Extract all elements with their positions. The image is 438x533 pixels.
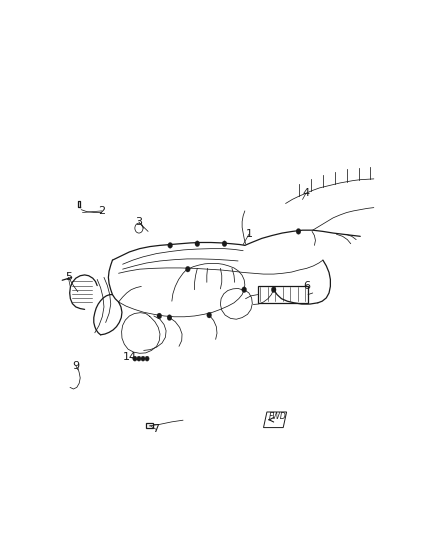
Circle shape <box>137 356 141 361</box>
Text: 6: 6 <box>303 280 310 290</box>
Circle shape <box>222 241 227 247</box>
Circle shape <box>207 312 212 318</box>
Bar <box>146 424 152 429</box>
Text: 7: 7 <box>152 424 159 434</box>
Circle shape <box>145 356 149 361</box>
Text: 14: 14 <box>123 352 137 362</box>
Text: 9: 9 <box>72 361 79 370</box>
Circle shape <box>296 229 301 235</box>
Circle shape <box>157 313 162 319</box>
Circle shape <box>185 266 190 272</box>
Circle shape <box>195 241 200 247</box>
Circle shape <box>141 356 145 361</box>
Circle shape <box>167 314 172 320</box>
Circle shape <box>168 243 173 248</box>
Circle shape <box>271 287 276 293</box>
Text: 1: 1 <box>245 229 252 239</box>
Circle shape <box>242 287 247 293</box>
Text: 4: 4 <box>302 188 310 198</box>
Text: 3: 3 <box>135 217 142 227</box>
Text: 2: 2 <box>98 206 105 216</box>
Text: 5: 5 <box>65 272 72 282</box>
FancyBboxPatch shape <box>258 286 308 303</box>
Circle shape <box>133 356 137 361</box>
Text: FWD: FWD <box>269 412 287 421</box>
